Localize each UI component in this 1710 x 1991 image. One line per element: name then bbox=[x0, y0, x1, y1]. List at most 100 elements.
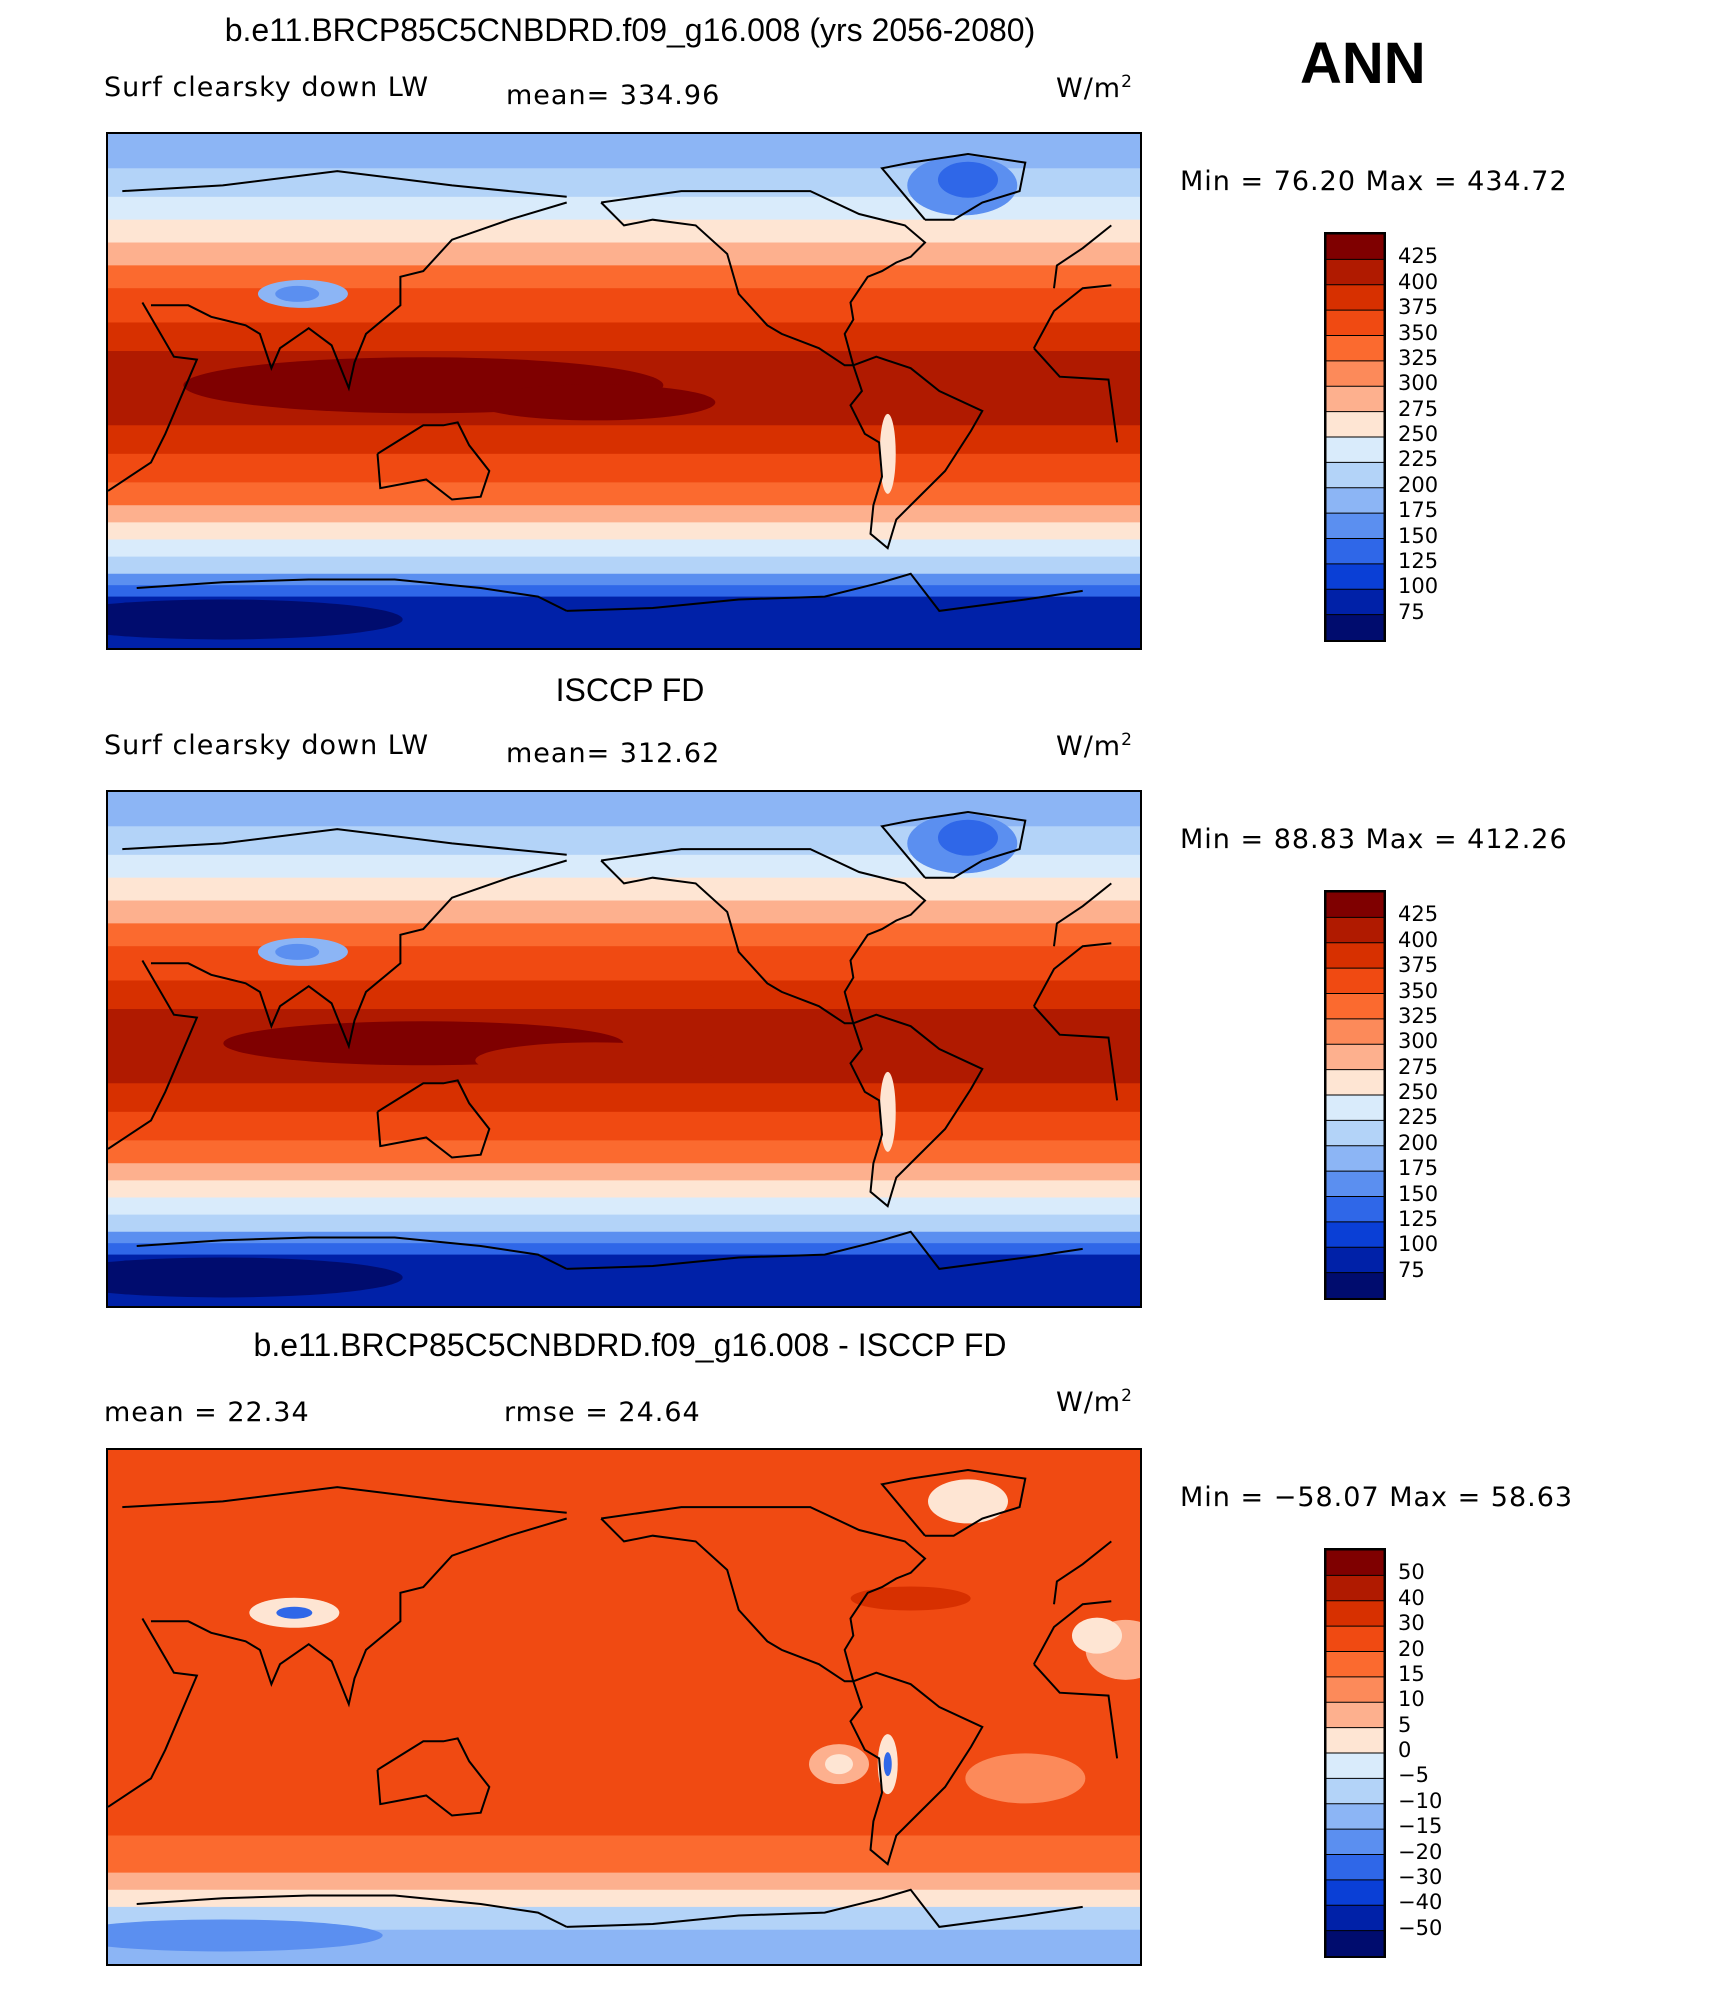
colorbar-tick-label: 300 bbox=[1398, 1029, 1439, 1054]
colorbar-tick-label: 125 bbox=[1398, 548, 1439, 573]
colorbar-swatch bbox=[1326, 1727, 1384, 1754]
field-band bbox=[108, 453, 1140, 484]
field-band bbox=[108, 322, 1140, 353]
panel2-mean: mean= 312.62 bbox=[506, 738, 721, 769]
colorbar-tick-label: 175 bbox=[1398, 1156, 1439, 1181]
colorbar-swatch bbox=[1326, 1752, 1384, 1780]
coastline bbox=[122, 828, 1112, 947]
colorbar-tick-label: 30 bbox=[1398, 1611, 1425, 1636]
colorbar-tick-label: 125 bbox=[1398, 1206, 1439, 1231]
colorbar-tick-label: 350 bbox=[1398, 978, 1439, 1003]
field-band bbox=[108, 1231, 1140, 1245]
coastline bbox=[600, 190, 927, 367]
field-feature bbox=[1072, 1617, 1122, 1654]
field-band bbox=[108, 1111, 1140, 1142]
field-feature bbox=[883, 1752, 892, 1777]
colorbar-swatch bbox=[1326, 1094, 1384, 1122]
field-band bbox=[108, 1835, 1140, 1874]
panel3-rmse: rmse = 24.64 bbox=[504, 1397, 701, 1428]
panel1-variable: Surf clearsky down LW bbox=[104, 72, 430, 103]
coastline bbox=[136, 1888, 1083, 1928]
colorbar-tick-label: 0 bbox=[1398, 1738, 1412, 1762]
colorbar-tick-label: 200 bbox=[1398, 472, 1439, 497]
colorbar-swatch bbox=[1326, 1625, 1384, 1653]
colorbar-swatch bbox=[1326, 1904, 1384, 1932]
colorbar-tick-label: 325 bbox=[1398, 1003, 1439, 1028]
colorbar-tick-label: 375 bbox=[1398, 295, 1439, 320]
colorbar-tick-label: 40 bbox=[1398, 1585, 1425, 1610]
colorbar-swatch bbox=[1326, 360, 1384, 388]
colorbar-swatch bbox=[1326, 1803, 1384, 1831]
colorbar-swatch bbox=[1326, 1145, 1384, 1173]
coastline bbox=[376, 421, 491, 501]
coastline bbox=[600, 848, 927, 1025]
panel3-mean: mean = 22.34 bbox=[104, 1397, 310, 1428]
colorbar-swatch bbox=[1326, 588, 1384, 616]
colorbar-tick-label: 100 bbox=[1398, 1232, 1439, 1257]
field-feature bbox=[928, 1479, 1008, 1524]
field-feature bbox=[965, 1753, 1086, 1804]
field-band bbox=[108, 1592, 1140, 1837]
panel1-minmax: Min = 76.20 Max = 434.72 bbox=[1180, 166, 1568, 197]
coastline bbox=[849, 1671, 984, 1866]
coastline bbox=[136, 572, 1083, 612]
colorbar-tick-label: 225 bbox=[1398, 447, 1439, 472]
colorbar-swatch bbox=[1326, 1574, 1384, 1602]
colorbar-tick-label: 175 bbox=[1398, 498, 1439, 523]
field-band bbox=[108, 482, 1140, 507]
coastline bbox=[151, 1517, 567, 1708]
colorbar-swatch bbox=[1326, 614, 1384, 640]
colorbar-swatch bbox=[1326, 512, 1384, 540]
field-feature bbox=[108, 1257, 403, 1298]
field-feature bbox=[938, 161, 998, 198]
colorbar-swatch bbox=[1326, 1701, 1384, 1729]
field-band bbox=[108, 556, 1140, 575]
colorbar-swatch bbox=[1326, 1272, 1384, 1298]
panel2-map bbox=[106, 790, 1142, 1308]
panel2-variable: Surf clearsky down LW bbox=[104, 730, 430, 761]
coastline bbox=[122, 170, 1112, 289]
colorbar-tick-label: 425 bbox=[1398, 244, 1439, 269]
colorbar-swatch bbox=[1326, 1600, 1384, 1628]
colorbar-swatch bbox=[1326, 461, 1384, 489]
colorbar-tick-label: 275 bbox=[1398, 396, 1439, 421]
colorbar-swatch bbox=[1326, 538, 1384, 565]
colorbar-swatch bbox=[1326, 1676, 1384, 1704]
colorbar-swatch bbox=[1326, 942, 1384, 970]
colorbar-tick-label: 75 bbox=[1398, 599, 1425, 624]
coastline bbox=[849, 355, 984, 550]
colorbar-swatch bbox=[1326, 1069, 1384, 1096]
field-feature bbox=[475, 384, 716, 421]
colorbar-swatch bbox=[1326, 1550, 1384, 1577]
panel1-map bbox=[106, 132, 1142, 650]
colorbar-swatch bbox=[1326, 1930, 1384, 1956]
field-band bbox=[108, 573, 1140, 587]
coastline bbox=[122, 1486, 1112, 1605]
colorbar-tick-label: 150 bbox=[1398, 523, 1439, 548]
colorbar-swatch bbox=[1326, 1777, 1384, 1805]
colorbar-swatch bbox=[1326, 234, 1384, 261]
colorbar-tick-label: 100 bbox=[1398, 574, 1439, 599]
field-band bbox=[108, 265, 1140, 290]
field-band bbox=[108, 1872, 1140, 1891]
field-band bbox=[108, 219, 1140, 244]
field-band bbox=[108, 1083, 1140, 1113]
field-band bbox=[108, 522, 1140, 541]
field-feature bbox=[938, 819, 998, 856]
panel3-units: W/m2 bbox=[1056, 1386, 1133, 1418]
colorbar-tick-label: 225 bbox=[1398, 1105, 1439, 1130]
colorbar-tick-label: 5 bbox=[1398, 1712, 1412, 1737]
colorbar-tick-label: 325 bbox=[1398, 345, 1439, 370]
colorbar-swatch bbox=[1326, 1170, 1384, 1198]
coastline bbox=[108, 942, 1119, 1150]
colorbar-swatch bbox=[1326, 411, 1384, 438]
field-band bbox=[108, 1889, 1140, 1908]
coastline bbox=[880, 1468, 1027, 1537]
field-feature bbox=[275, 943, 320, 960]
colorbar-tick-label: 250 bbox=[1398, 1080, 1439, 1104]
colorbar-swatch bbox=[1326, 258, 1384, 286]
colorbar-tick-label: 75 bbox=[1398, 1257, 1425, 1282]
colorbar-tick-label: 20 bbox=[1398, 1636, 1425, 1661]
colorbar-tick-label: 375 bbox=[1398, 953, 1439, 978]
field-band bbox=[108, 980, 1140, 1011]
